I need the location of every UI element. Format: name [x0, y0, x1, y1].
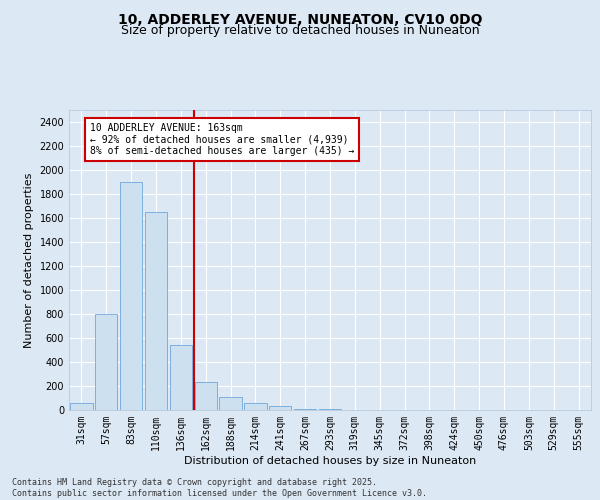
- Bar: [95, 314, 118, 410]
- Bar: [244, 404, 266, 410]
- Bar: [294, 409, 316, 410]
- Bar: [145, 212, 167, 410]
- Text: Size of property relative to detached houses in Nuneaton: Size of property relative to detached ho…: [121, 24, 479, 37]
- Bar: [170, 345, 192, 410]
- Y-axis label: Number of detached properties: Number of detached properties: [24, 172, 34, 348]
- Text: 10, ADDERLEY AVENUE, NUNEATON, CV10 0DQ: 10, ADDERLEY AVENUE, NUNEATON, CV10 0DQ: [118, 12, 482, 26]
- Bar: [269, 406, 292, 410]
- X-axis label: Distribution of detached houses by size in Nuneaton: Distribution of detached houses by size …: [184, 456, 476, 466]
- Bar: [70, 404, 92, 410]
- Bar: [220, 397, 242, 410]
- Bar: [194, 382, 217, 410]
- Text: Contains HM Land Registry data © Crown copyright and database right 2025.
Contai: Contains HM Land Registry data © Crown c…: [12, 478, 427, 498]
- Bar: [120, 182, 142, 410]
- Text: 10 ADDERLEY AVENUE: 163sqm
← 92% of detached houses are smaller (4,939)
8% of se: 10 ADDERLEY AVENUE: 163sqm ← 92% of deta…: [90, 123, 355, 156]
